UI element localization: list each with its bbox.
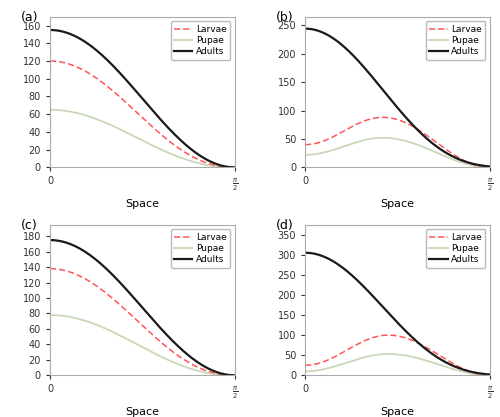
Legend: Larvae, Pupae, Adults: Larvae, Pupae, Adults bbox=[426, 229, 486, 268]
X-axis label: Space: Space bbox=[380, 407, 414, 417]
Legend: Larvae, Pupae, Adults: Larvae, Pupae, Adults bbox=[170, 21, 230, 60]
Text: (d): (d) bbox=[276, 219, 293, 231]
X-axis label: Space: Space bbox=[126, 407, 160, 417]
X-axis label: Space: Space bbox=[126, 199, 160, 209]
Text: (c): (c) bbox=[20, 219, 37, 231]
Text: (b): (b) bbox=[276, 11, 293, 24]
Text: (a): (a) bbox=[20, 11, 38, 24]
X-axis label: Space: Space bbox=[380, 199, 414, 209]
Legend: Larvae, Pupae, Adults: Larvae, Pupae, Adults bbox=[426, 21, 486, 60]
Legend: Larvae, Pupae, Adults: Larvae, Pupae, Adults bbox=[170, 229, 230, 268]
